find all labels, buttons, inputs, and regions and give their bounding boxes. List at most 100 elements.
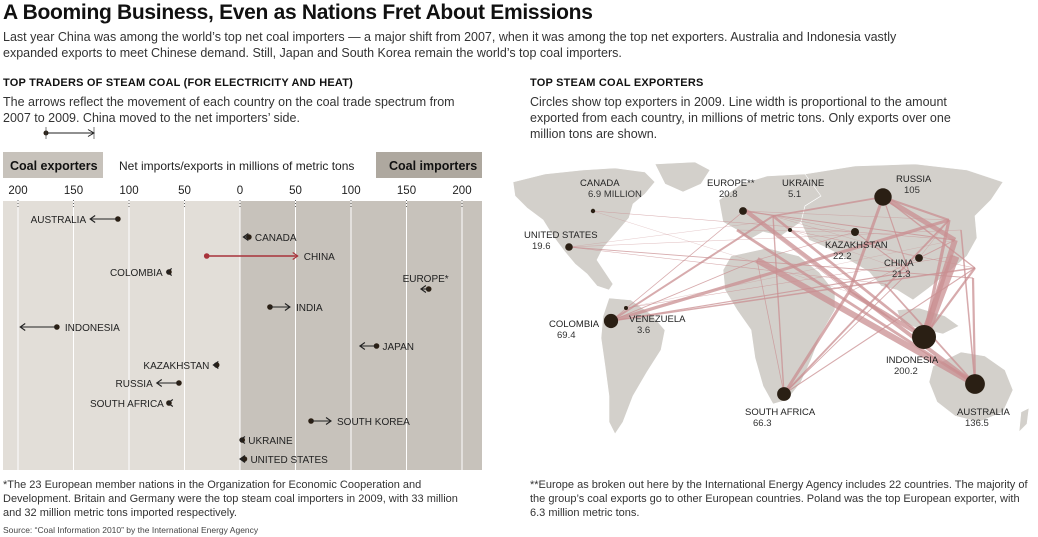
axis-label: Net imports/exports in millions of metri… xyxy=(119,159,354,173)
country-label: INDONESIA xyxy=(65,323,120,334)
exporter-bubble xyxy=(565,243,573,251)
coal-trade-chart: Coal exporters Net imports/exports in mi… xyxy=(3,127,482,470)
exporter-bubble xyxy=(739,207,747,215)
exporter-value: 20.8 xyxy=(719,189,738,200)
arrow-head xyxy=(212,361,219,369)
exporters-label: Coal exporters xyxy=(10,159,98,173)
exporter-bubble xyxy=(590,208,596,214)
arrow-head xyxy=(292,252,299,260)
export-flow-line xyxy=(922,219,951,338)
export-flow-line xyxy=(882,195,950,222)
arrow-head xyxy=(325,417,332,425)
export-flow-line xyxy=(921,239,958,338)
exporter-name: INDONESIA xyxy=(886,355,939,366)
arrow-head xyxy=(89,215,96,223)
arrow-head xyxy=(19,323,26,331)
exporter-value: 200.2 xyxy=(894,366,918,377)
left-section-heading: TOP TRADERS OF STEAM COAL (FOR ELECTRICI… xyxy=(3,77,353,89)
country-label: RUSSIA xyxy=(116,379,154,390)
export-flow-line xyxy=(854,231,910,273)
intro-text: Last year China was among the world’s to… xyxy=(3,30,897,60)
exporter-value: 22.2 xyxy=(833,251,852,262)
arrow-head xyxy=(165,268,173,276)
exporter-name: UKRAINE xyxy=(782,178,824,189)
export-flow-line xyxy=(960,229,976,385)
x-tick-label: 200 xyxy=(8,185,27,197)
arrow-europe: EUROPE* xyxy=(403,274,449,293)
x-tick-label: 150 xyxy=(64,185,83,197)
arrow-japan: JAPAN xyxy=(358,342,414,353)
land-south-america xyxy=(600,297,666,435)
x-tick-label: 100 xyxy=(341,185,360,197)
export-flow-line xyxy=(789,229,976,269)
exporter-name: SOUTH AFRICA xyxy=(745,407,816,418)
importers-label: Coal importers xyxy=(389,159,477,173)
country-label: UNITED STATES xyxy=(250,455,328,466)
country-label: CANADA xyxy=(255,233,297,244)
legend-arrow xyxy=(43,127,95,139)
export-flow-line xyxy=(971,277,977,385)
export-flow-line xyxy=(755,257,977,387)
export-flow-line xyxy=(923,267,976,338)
arrow-russia: RUSSIA xyxy=(116,379,182,390)
export-flow-line xyxy=(918,239,956,259)
land-north-america xyxy=(512,167,656,291)
importer-zone xyxy=(240,152,482,470)
arrow-head xyxy=(155,379,163,387)
export-flow-line xyxy=(772,214,925,339)
export-flow-line xyxy=(744,209,856,233)
export-flow-line xyxy=(772,215,920,259)
export-flow-line xyxy=(736,228,976,386)
exporter-name: CANADA xyxy=(580,178,620,189)
exporter-name: EUROPE** xyxy=(707,178,755,189)
export-flow-line xyxy=(756,259,785,395)
exporter-value: 19.6 xyxy=(532,241,551,252)
country-label: EUROPE* xyxy=(403,274,449,285)
export-flow-line xyxy=(783,219,950,395)
right-section-description: Circles show top exporters in 2009. Line… xyxy=(530,95,951,141)
exporter-bubble xyxy=(874,188,892,206)
exporter-name: CHINA xyxy=(884,258,914,269)
export-flow-line xyxy=(610,267,976,322)
country-label: CHINA xyxy=(304,252,335,263)
source-note: Source: “Coal Information 2010” by the I… xyxy=(3,525,259,535)
x-tick-label: 150 xyxy=(397,185,416,197)
exporter-bubble xyxy=(788,228,792,232)
country-label: SOUTH AFRICA xyxy=(90,399,164,410)
exporter-europe: EUROPE**20.8 xyxy=(707,178,755,215)
right-section-heading: TOP STEAM COAL EXPORTERS xyxy=(530,77,704,89)
exporter-value: 136.5 xyxy=(965,418,989,429)
land-new-zealand xyxy=(1018,407,1030,433)
exporter-value: 5.1 xyxy=(788,189,801,200)
country-label: UKRAINE xyxy=(248,436,293,447)
arrow-united-states: UNITED STATES xyxy=(239,455,328,466)
importers-header-box xyxy=(376,152,482,178)
country-label: AUSTRALIA xyxy=(31,215,87,226)
chart-gridlines xyxy=(17,201,463,470)
exporter-value: 6.9 MILLION xyxy=(588,189,642,200)
exporter-name: KAZAKHSTAN xyxy=(825,240,888,251)
tick-strip xyxy=(3,178,482,201)
exporter-value: 3.6 xyxy=(637,325,650,336)
arrow-head xyxy=(358,342,366,350)
x-tick-label: 100 xyxy=(119,185,138,197)
country-label: KAZAKHSTAN xyxy=(143,361,209,372)
exporter-name: RUSSIA xyxy=(896,174,932,185)
country-label: INDIA xyxy=(296,303,323,314)
exporter-zone xyxy=(3,152,240,470)
arrow-head xyxy=(284,303,291,311)
arrow-colombia: COLOMBIA xyxy=(110,268,173,279)
export-flows xyxy=(568,194,977,395)
arrow-head xyxy=(239,436,246,444)
export-flow-line xyxy=(882,196,976,269)
export-flow-line xyxy=(610,209,746,322)
export-flow-line xyxy=(756,231,856,261)
arrow-indonesia: INDONESIA xyxy=(19,323,120,334)
export-flow-line xyxy=(783,271,910,395)
